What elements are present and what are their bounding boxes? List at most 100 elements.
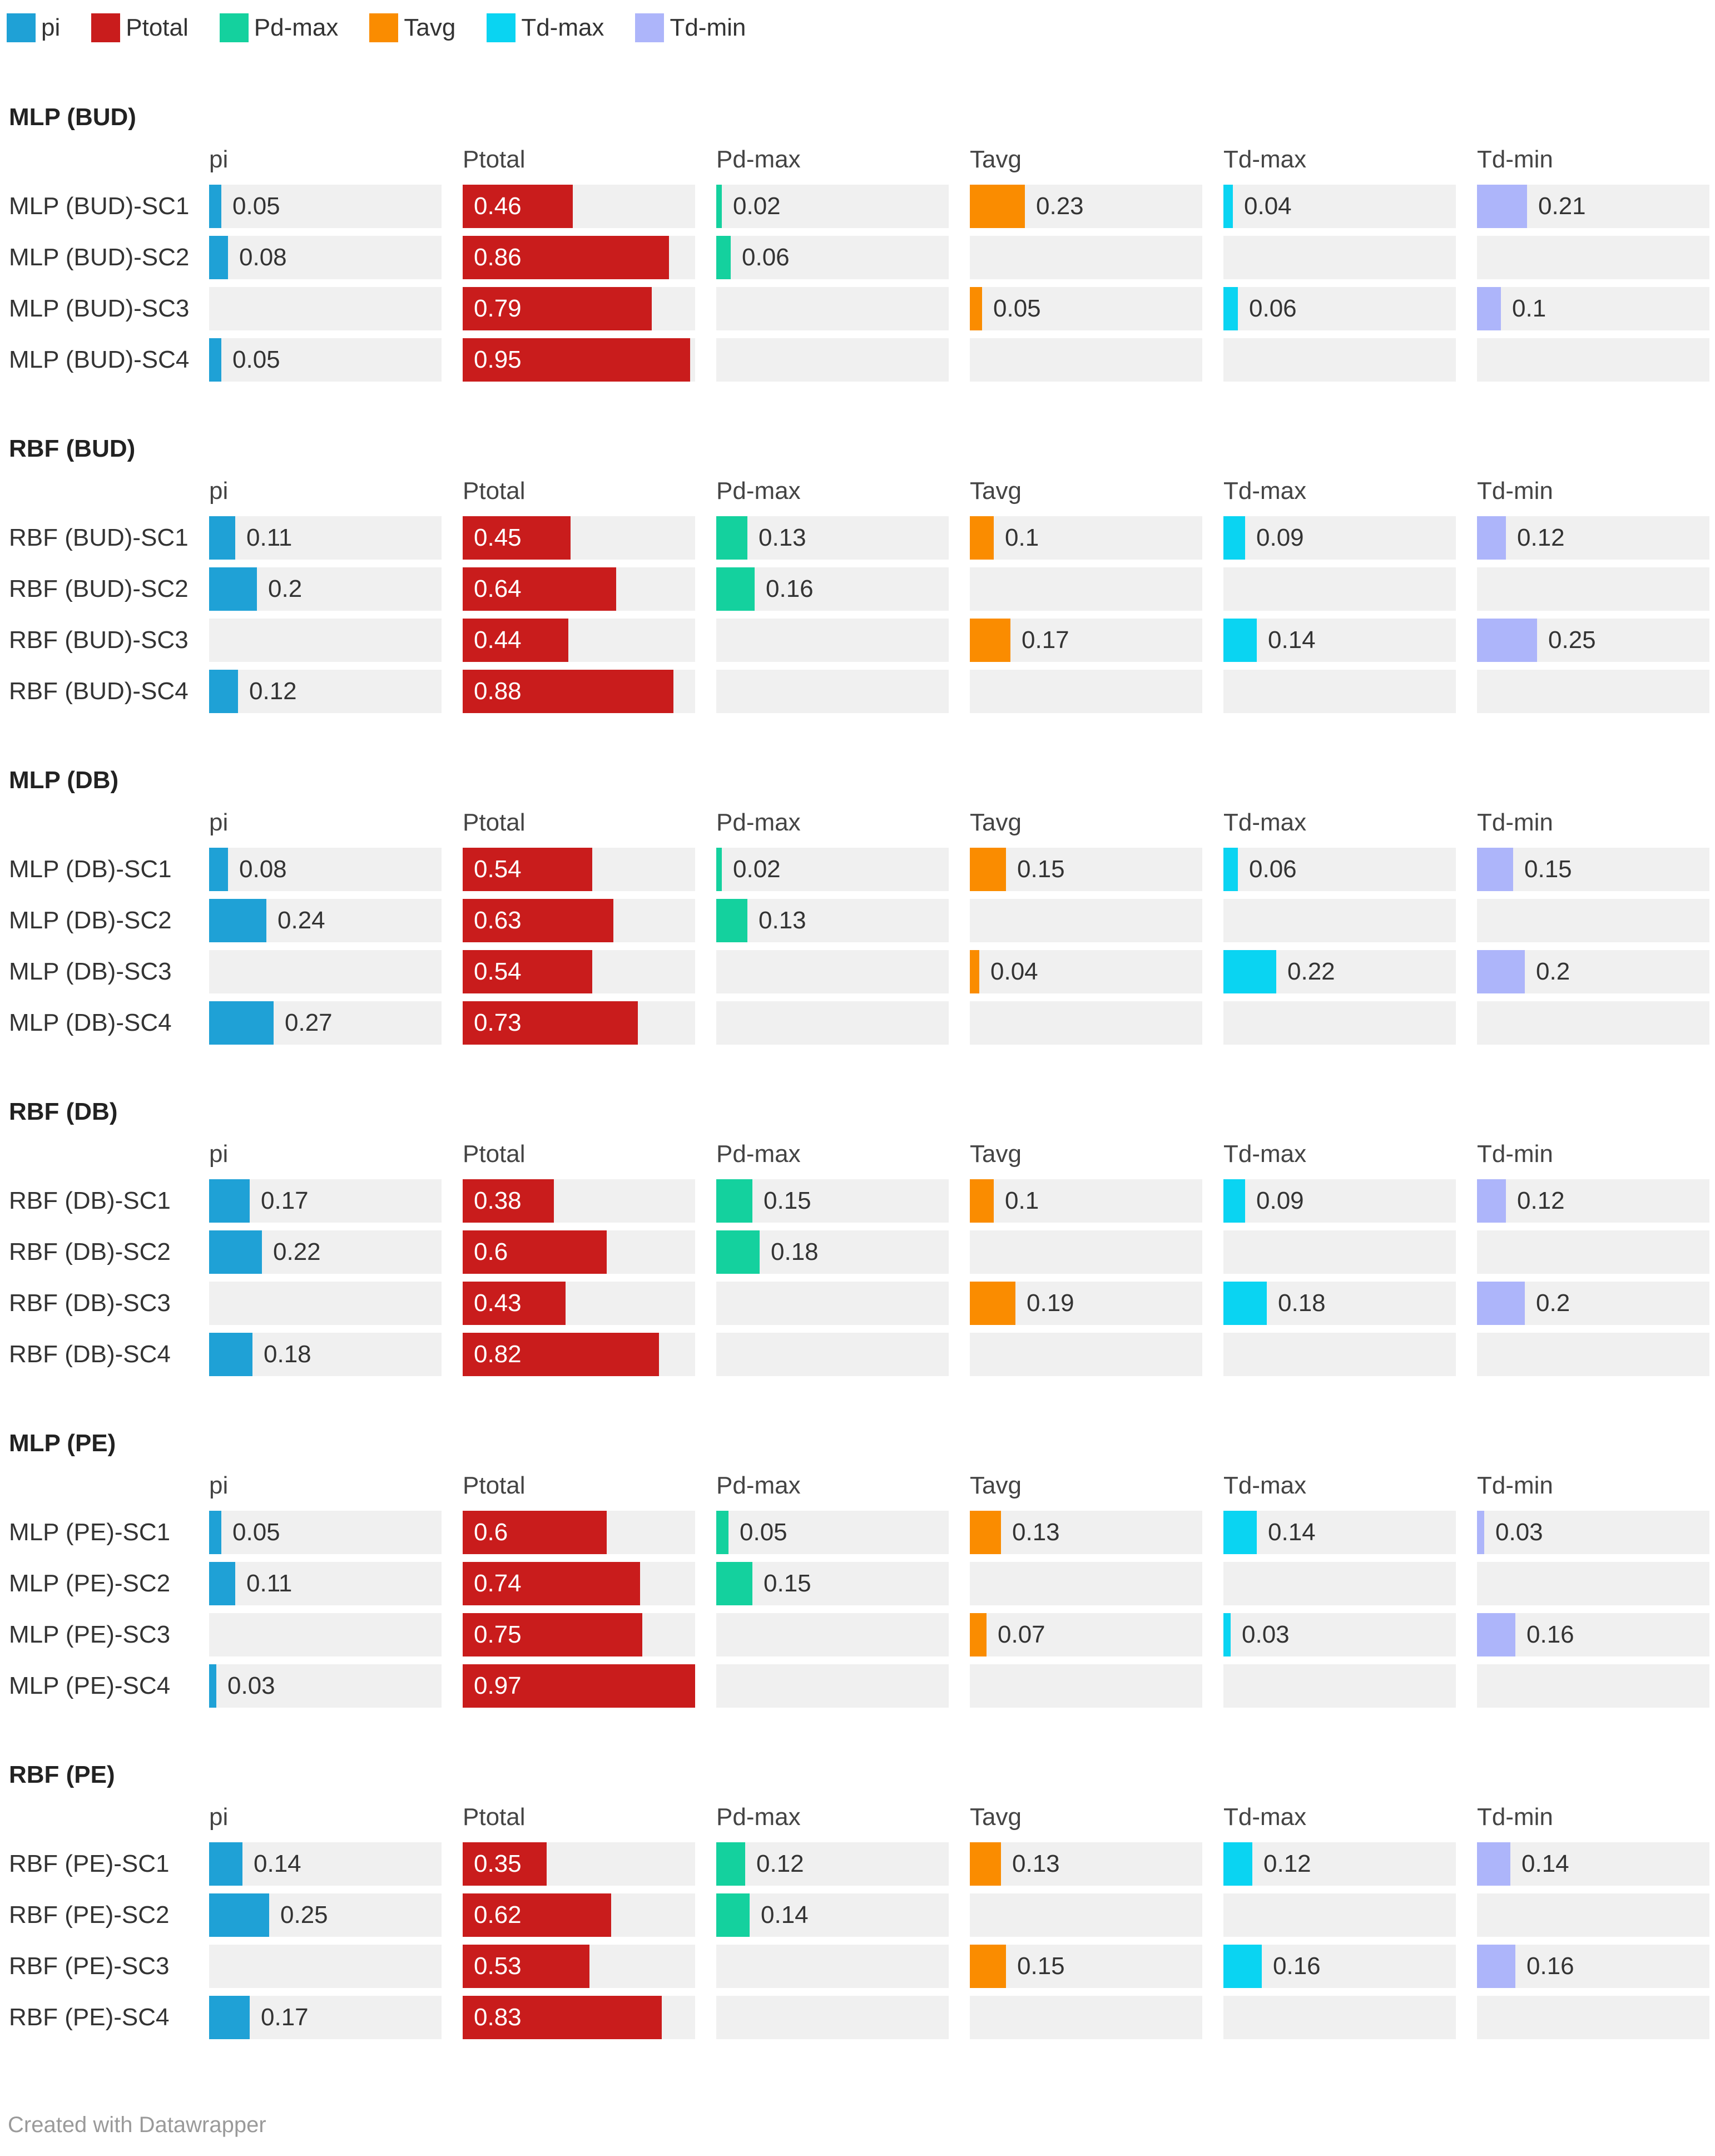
panel-title: RBF (PE) [9,1761,115,1788]
data-label: 0.16 [1526,1621,1574,1648]
cell-td-min [1477,1664,1709,1708]
cell-td-min: 0.21 [1477,185,1709,228]
panel-mlp-bud: MLP (BUD) pi Ptotal Pd-max Tavg Td-max Td-min M… [0,103,1715,415]
column-header-td-min: Td-min [1477,809,1553,836]
bar-ptotal [463,1613,642,1656]
cell-td-max [1223,338,1456,382]
cell-td-min: 0.2 [1477,950,1709,993]
bar-pi [209,185,221,228]
bar-ptotal [463,1282,566,1325]
cell-ptotal: 0.6 [463,1511,695,1554]
bar-td-min [1477,848,1513,891]
cell-tavg [970,1230,1202,1274]
cell-ptotal: 0.95 [463,338,695,382]
cell-ptotal: 0.97 [463,1664,695,1708]
bar-tavg [970,1613,987,1656]
bar-td-max [1223,185,1233,228]
column-header-pd-max: Pd-max [716,1140,801,1168]
cell-td-min [1477,1230,1709,1274]
bar-pd-max [716,1893,750,1937]
cell-td-min: 0.25 [1477,619,1709,662]
cell-pd-max: 0.16 [716,567,949,611]
panel-title: MLP (PE) [9,1430,116,1457]
column-header-pi: pi [209,477,229,505]
bar-ptotal [463,619,568,662]
row-label: RBF (BUD)-SC2 [9,575,189,602]
panel-mlp-db: MLP (DB) pi Ptotal Pd-max Tavg Td-max Td-min ML… [0,767,1715,1078]
cell-td-max [1223,670,1456,713]
bar-td-max [1223,1613,1231,1656]
bar-ptotal [463,1562,640,1605]
cell-tavg: 0.05 [970,287,1202,330]
cell-tavg: 0.04 [970,950,1202,993]
bar-pi [209,1664,216,1708]
data-label: 0.25 [1548,626,1596,654]
data-label: 0.13 [759,907,806,934]
bar-pi [209,848,228,891]
data-label: 0.17 [261,1187,309,1214]
cell-ptotal: 0.75 [463,1613,695,1656]
cell-ptotal: 0.46 [463,185,695,228]
data-label: 0.2 [1536,1289,1570,1317]
chart-legend: pi Ptotal Pd-max Tavg Td-max Td-min [7,11,746,44]
data-label: 0.97 [474,1672,522,1699]
data-label: 0.62 [474,1901,522,1928]
cell-td-max: 0.04 [1223,185,1456,228]
bar-ptotal [463,1001,638,1045]
column-header-td-min: Td-min [1477,1803,1553,1831]
row-label: RBF (PE)-SC2 [9,1901,170,1928]
cell-tavg [970,1001,1202,1045]
bar-ptotal [463,950,592,993]
cell-tavg: 0.13 [970,1511,1202,1554]
data-label: 0.35 [474,1850,522,1877]
data-label: 0.1 [1512,295,1547,322]
data-label: 0.13 [1012,1519,1060,1546]
column-header-ptotal: Ptotal [463,1140,526,1168]
data-label: 0.08 [239,244,287,271]
bar-td-min [1477,950,1525,993]
cell-pi: 0.05 [209,185,442,228]
bar-td-max [1223,516,1245,560]
bar-td-max [1223,1282,1267,1325]
cell-pd-max [716,1613,949,1656]
row-label: RBF (PE)-SC1 [9,1850,170,1877]
bar-td-max [1223,1842,1252,1886]
column-header-pi: pi [209,1140,229,1168]
column-header-td-min: Td-min [1477,1140,1553,1168]
cell-pi: 0.11 [209,516,442,560]
bar-td-min [1477,1945,1515,1988]
cell-td-max: 0.14 [1223,1511,1456,1554]
column-header-tavg: Tavg [970,1472,1022,1499]
cell-tavg: 0.17 [970,619,1202,662]
cell-ptotal: 0.6 [463,1230,695,1274]
column-header-pd-max: Pd-max [716,477,801,505]
cell-ptotal: 0.54 [463,848,695,891]
data-label: 0.15 [1017,856,1065,883]
bar-pi [209,338,221,382]
bar-pi [209,1842,242,1886]
column-header-ptotal: Ptotal [463,146,526,173]
cell-ptotal: 0.54 [463,950,695,993]
panel-title: MLP (BUD) [9,103,136,131]
panel-rbf-db: RBF (DB) pi Ptotal Pd-max Tavg Td-max Td-min RB… [0,1098,1715,1410]
panel-rbf-pe: RBF (PE) pi Ptotal Pd-max Tavg Td-max Td-min RB… [0,1761,1715,2073]
bar-ptotal [463,1842,547,1886]
data-label: 0.06 [1249,856,1297,883]
data-label: 0.12 [756,1850,804,1877]
cell-td-max: 0.09 [1223,516,1456,560]
cell-td-max [1223,1230,1456,1274]
data-label: 0.6 [474,1238,508,1265]
cell-ptotal: 0.53 [463,1945,695,1988]
bar-td-min [1477,1842,1510,1886]
cell-td-min [1477,1333,1709,1376]
legend-swatch-ptotal [91,13,121,42]
cell-td-max: 0.06 [1223,287,1456,330]
bar-tavg [970,950,979,993]
cell-pd-max: 0.06 [716,236,949,279]
legend-label-td-max: Td-max [521,14,604,41]
cell-pi: 0.14 [209,1842,442,1886]
cell-ptotal: 0.82 [463,1333,695,1376]
column-header-ptotal: Ptotal [463,1803,526,1831]
cell-pd-max: 0.02 [716,185,949,228]
bar-pd-max [716,1562,752,1605]
